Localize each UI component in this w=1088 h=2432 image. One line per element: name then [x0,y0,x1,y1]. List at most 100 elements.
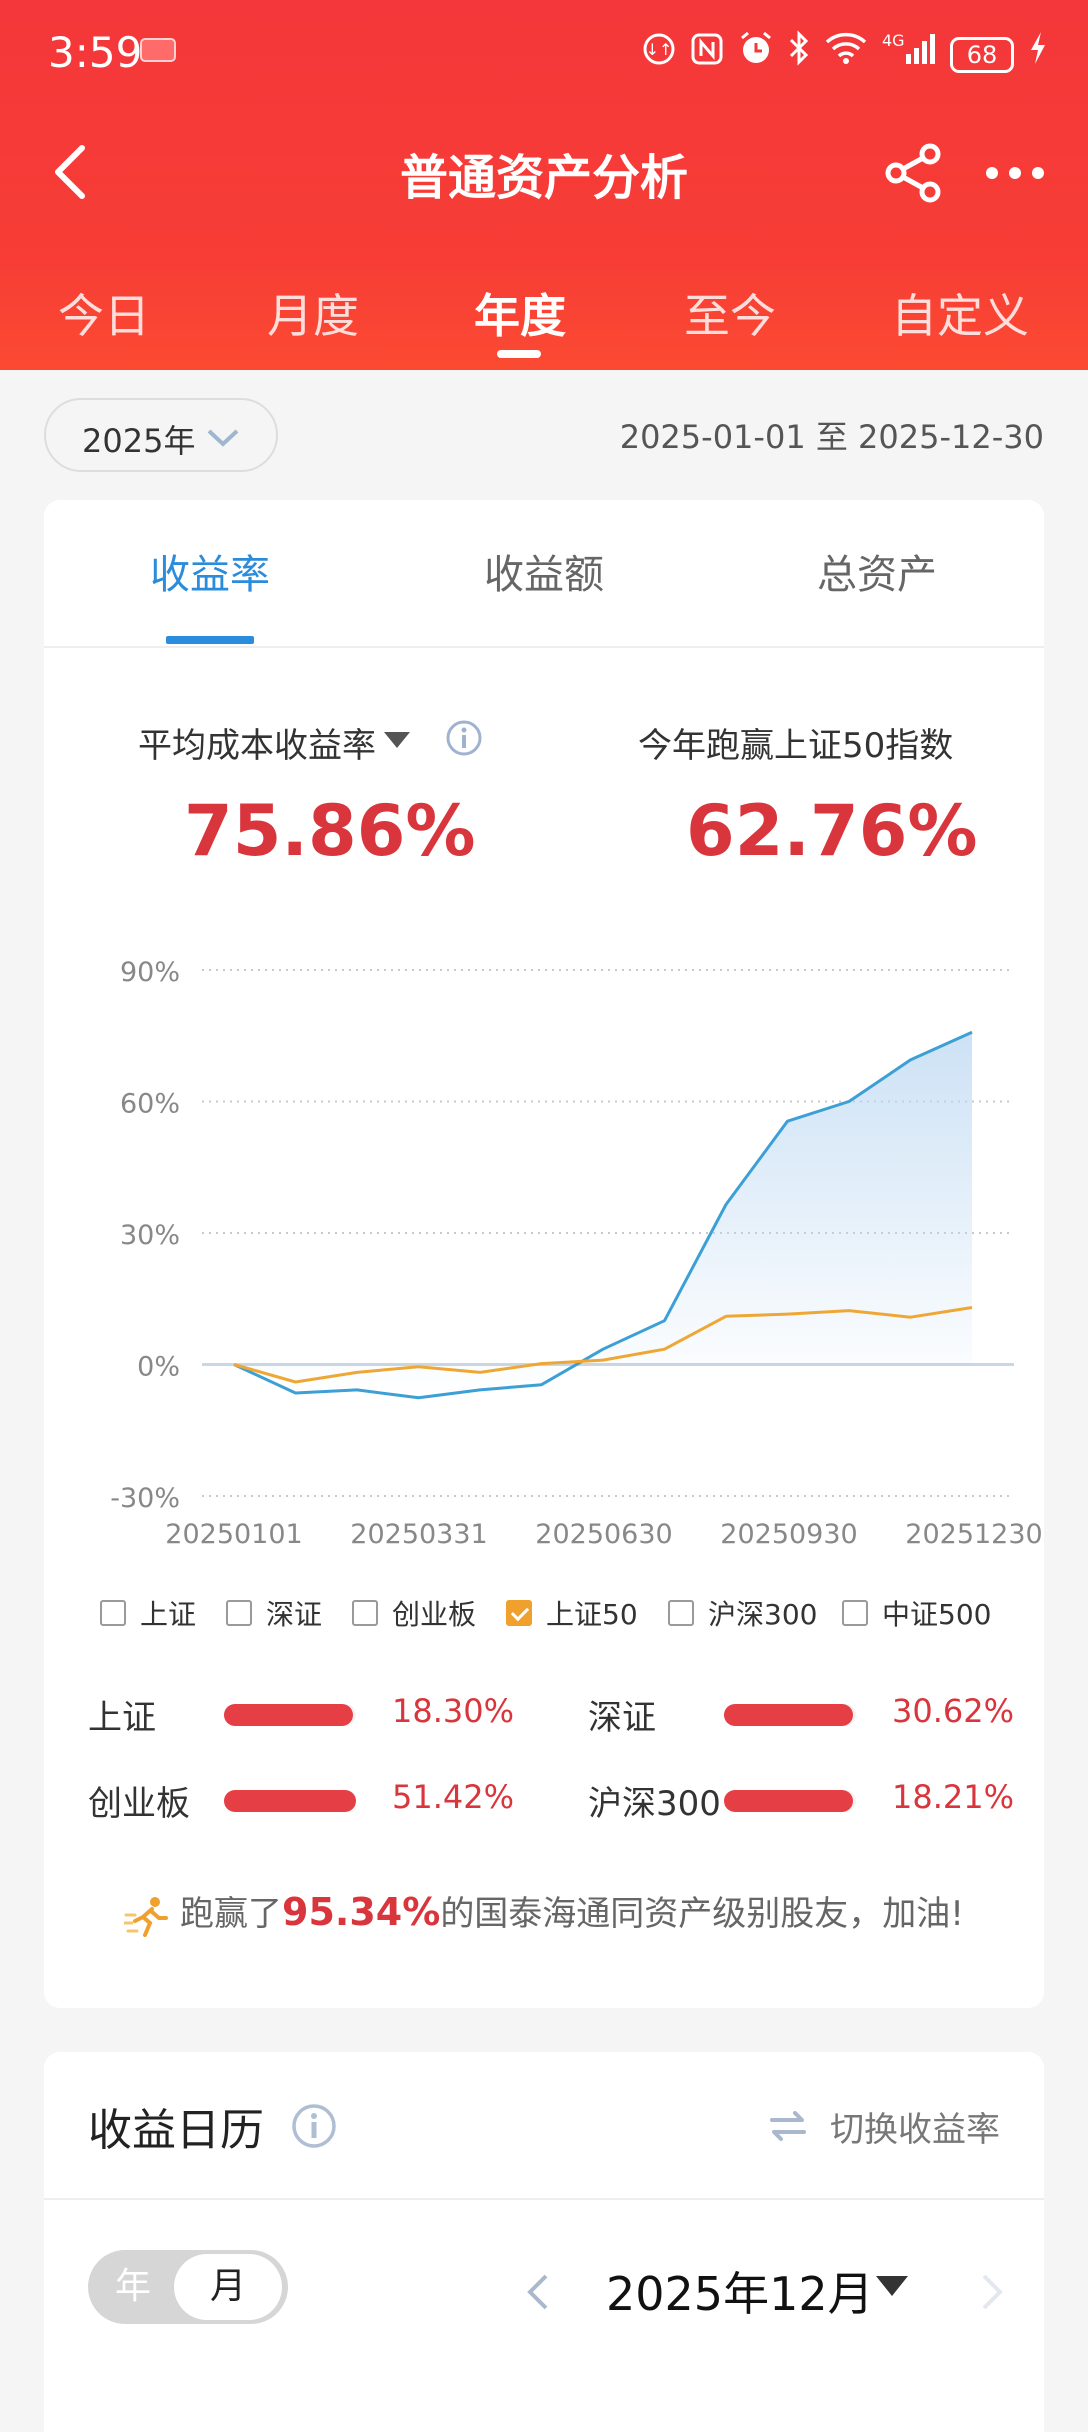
legend-item-chinext[interactable]: 创业板 [352,1588,476,1638]
checkbox[interactable] [100,1600,126,1626]
chevron-down-icon [207,429,239,447]
dropdown-triangle-icon[interactable] [874,2272,910,2300]
signal-icon: 4G [882,30,936,80]
cmp-bar [224,1790,356,1812]
bluetooth-icon [788,30,810,80]
cmp-bar [224,1704,353,1726]
cmp-value: 18.30% [392,1692,515,1730]
status-time: 3:59 [48,28,143,77]
period-tabs: 今日 月度 年度 至今 自定义 [0,270,1088,370]
checkbox[interactable] [352,1600,378,1626]
info-icon[interactable] [444,718,484,758]
cmp-label: 上证 [88,1698,156,1738]
tab-year[interactable]: 年度 [474,289,566,343]
tab-return-amount[interactable]: 收益额 [484,552,604,598]
rank-percent: 95.34% [282,1890,441,1934]
battery-icon: 68 [950,37,1014,73]
rank-prefix: 跑赢了 [180,1894,283,1934]
checkbox[interactable] [842,1600,868,1626]
checkbox-checked[interactable] [506,1600,532,1626]
switch-label: 切换收益率 [830,2109,1000,2150]
year-selector[interactable]: 2025年 [44,398,278,472]
seg-month[interactable]: 月 [174,2254,282,2320]
legend-item-sse50[interactable]: 上证50 [506,1588,638,1638]
beat-index-label: 今年跑赢上证50指数 [638,726,954,766]
data-saver-icon: ↓↑ [642,30,676,80]
checkbox[interactable] [226,1600,252,1626]
wifi-icon [824,30,868,80]
seg-year[interactable]: 年 [114,2266,151,2307]
rank-suffix: 的国泰海通同资产级别股友，加油! [440,1894,964,1934]
y-tick-label: 90% [120,957,180,988]
page-title: 普通资产分析 [399,150,688,206]
series-line-0 [233,1030,973,1400]
tab-today[interactable]: 今日 [58,289,150,343]
tab-custom[interactable]: 自定义 [891,289,1029,343]
tab-to-date[interactable]: 至今 [684,289,776,343]
legend-item-csi500[interactable]: 中证500 [842,1588,991,1638]
cmp-label: 创业板 [88,1784,190,1824]
cmp-value: 30.62% [892,1692,1015,1730]
x-tick-label: 20250630 [535,1519,672,1550]
x-tick-label: 20250930 [720,1519,857,1550]
series-line-1 [233,1306,973,1384]
month-title[interactable]: 2025年12月 [606,2267,874,2321]
divider [44,646,1044,648]
swap-icon [770,2111,806,2141]
info-icon[interactable] [290,2102,338,2150]
switch-return-rate-button[interactable]: 切换收益率 [768,2102,1000,2150]
charging-icon [1028,30,1048,80]
beat-index-value: 62.76% [686,790,978,872]
back-arrow-icon[interactable] [42,142,102,202]
tab-total-assets[interactable]: 总资产 [817,552,937,598]
dropdown-triangle-icon[interactable] [382,728,412,752]
nfc-icon [690,30,724,80]
y-tick-label: 30% [120,1220,180,1251]
cmp-label: 沪深300 [588,1784,721,1824]
alarm-icon [738,30,774,80]
app-notification-icon [140,38,176,62]
analysis-card: 收益率 收益额 总资产 平均成本收益率 今年跑赢上证50指数 75.86% 62… [44,500,1044,2008]
return-rate-chart: 90% 60% 30% 0% -30% 20250101 20250331 20250630… [110,957,1042,1550]
year-label: 2025年 [82,422,196,460]
status-bar: 3:59 ↓↑ 4G 68 [0,0,1088,110]
nav-bar: 普通资产分析 [0,120,1088,220]
runner-icon [124,1896,169,1937]
y-tick-label: 0% [137,1352,180,1383]
tab-month[interactable]: 月度 [267,289,359,343]
y-tick-label: 60% [120,1089,180,1120]
cmp-value: 18.21% [892,1778,1015,1816]
share-icon[interactable] [880,140,946,206]
legend-item-shenzhen[interactable]: 深证 [226,1588,322,1638]
cmp-label: 深证 [588,1698,656,1738]
chevron-right-icon[interactable] [974,2270,1010,2314]
legend-item-csi300[interactable]: 沪深300 [668,1588,817,1638]
year-month-toggle[interactable]: 年 月 [88,2250,288,2324]
profit-calendar-card: 收益日历 切换收益率 年 月 2025年12月 [44,2052,1044,2432]
divider [44,2198,1044,2200]
cmp-bar [724,1790,853,1812]
calendar-title: 收益日历 [88,2105,264,2156]
avg-cost-return-value: 75.86% [184,790,476,872]
x-tick-label: 20250101 [165,1519,302,1550]
metric-tab-indicator [166,636,254,644]
svg-text:↓↑: ↓↑ [646,40,673,59]
date-range: 2025-01-01 至 2025-12-30 [619,418,1044,456]
avg-cost-return-label[interactable]: 平均成本收益率 [138,726,376,766]
rank-summary: 跑赢了95.34%的国泰海通同资产级别股友，加油! [44,1886,1044,1937]
chevron-left-icon[interactable] [520,2270,556,2314]
more-icon[interactable] [980,140,1050,206]
x-tick-label: 20250331 [350,1519,487,1550]
tab-return-rate[interactable]: 收益率 [150,552,270,598]
checkbox[interactable] [668,1600,694,1626]
y-tick-label: -30% [110,1483,180,1514]
svg-text:4G: 4G [882,31,905,50]
cmp-value: 51.42% [392,1778,515,1816]
status-icons: ↓↑ 4G 68 [642,30,1048,80]
app-header: 3:59 ↓↑ 4G 68 [0,0,1088,370]
x-tick-label: 20251230 [905,1519,1042,1550]
cmp-bar [724,1704,853,1726]
series-area [234,1032,972,1398]
legend-item-shanghai[interactable]: 上证 [100,1588,196,1638]
active-tab-indicator [497,350,541,358]
